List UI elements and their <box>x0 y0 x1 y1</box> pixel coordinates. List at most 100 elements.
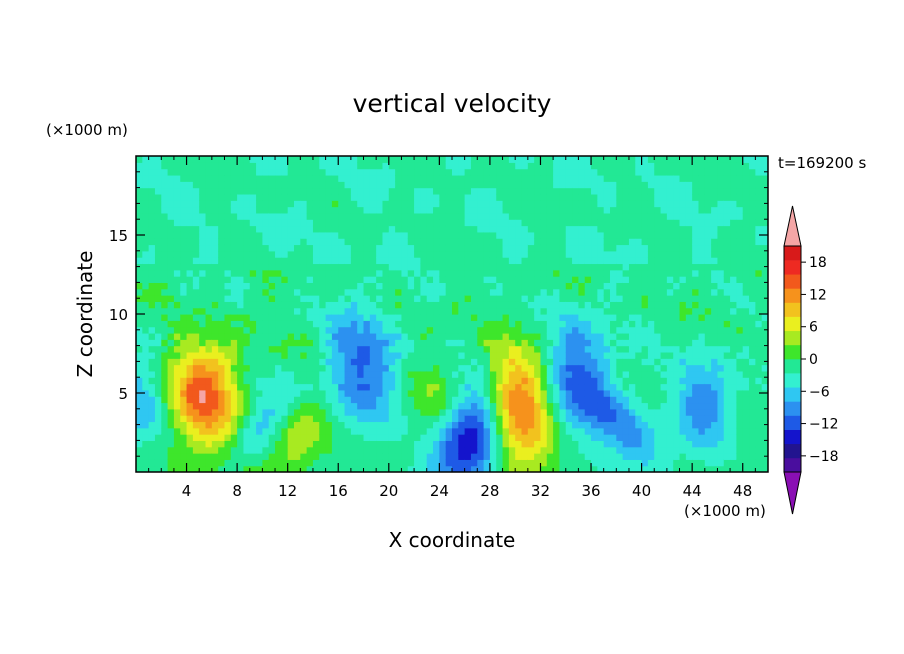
contour-cell <box>407 446 415 454</box>
contour-cell <box>186 370 194 378</box>
contour-cell <box>433 427 440 435</box>
contour-cell <box>610 339 617 347</box>
contour-cell <box>749 402 756 410</box>
contour-cell <box>534 295 542 302</box>
contour-cell <box>755 364 763 372</box>
contour-cell <box>692 339 700 347</box>
contour-cell <box>192 276 200 283</box>
contour-cell <box>647 339 655 347</box>
contour-cell <box>736 434 744 441</box>
contour-cell <box>540 358 548 366</box>
contour-cell <box>407 459 415 467</box>
contour-cell <box>211 288 219 296</box>
contour-cell <box>515 187 523 195</box>
contour-cell <box>502 288 510 296</box>
contour-cell <box>363 446 371 454</box>
contour-cell <box>199 434 207 441</box>
contour-cell <box>527 238 535 246</box>
contour-cell <box>508 288 516 296</box>
contour-cell <box>565 244 573 252</box>
contour-cell <box>521 345 529 353</box>
contour-cell <box>470 212 478 220</box>
contour-cell <box>382 358 390 366</box>
contour-cell <box>597 301 605 309</box>
contour-cell <box>180 320 188 328</box>
contour-cell <box>660 206 668 214</box>
contour-cell <box>268 389 276 397</box>
contour-cell <box>483 446 491 454</box>
contour-cell <box>306 212 314 220</box>
contour-cell <box>426 415 434 423</box>
contour-cell <box>641 269 649 277</box>
contour-cell <box>502 263 510 271</box>
contour-cell <box>154 244 162 252</box>
contour-cell <box>559 383 567 391</box>
contour-cell <box>325 389 333 397</box>
contour-cell <box>742 389 750 397</box>
contour-cell <box>142 440 150 448</box>
contour-cell <box>136 250 143 258</box>
contour-cell <box>635 408 643 416</box>
contour-cell <box>382 250 390 258</box>
contour-cell <box>281 440 289 448</box>
contour-cell <box>439 257 447 265</box>
contour-cell <box>407 383 415 391</box>
contour-cell <box>711 200 719 208</box>
contour-cell <box>243 389 251 397</box>
contour-cell <box>565 427 573 435</box>
contour-cell <box>755 465 763 472</box>
contour-cell <box>192 168 200 176</box>
contour-cell <box>553 162 561 170</box>
contour-cell <box>312 187 320 195</box>
contour-cell <box>167 162 175 170</box>
contour-cell <box>319 156 327 163</box>
contour-cell <box>167 263 175 271</box>
contour-cell <box>211 250 219 258</box>
contour-cell <box>477 276 485 283</box>
contour-cell <box>325 168 333 176</box>
contour-cell <box>591 212 598 220</box>
contour-cell <box>230 301 238 309</box>
contour-cell <box>616 326 624 334</box>
contour-cell <box>515 326 523 334</box>
contour-cell <box>730 421 737 429</box>
contour-cell <box>635 187 643 195</box>
contour-cell <box>749 238 756 246</box>
contour-cell <box>711 282 719 290</box>
contour-cell <box>256 383 263 391</box>
contour-cell <box>445 453 453 460</box>
contour-cell <box>173 200 181 208</box>
contour-cell <box>262 364 270 372</box>
contour-cell <box>654 320 662 328</box>
contour-cell <box>679 238 687 246</box>
contour-cell <box>717 307 725 315</box>
contour-cell <box>597 408 605 416</box>
contour-cell <box>628 168 636 176</box>
contour-cell <box>704 212 712 220</box>
contour-cell <box>249 339 257 347</box>
contour-cell <box>452 389 459 397</box>
contour-cell <box>148 358 156 366</box>
contour-cell <box>496 225 504 233</box>
contour-cell <box>641 459 649 467</box>
contour-cell <box>243 307 251 315</box>
contour-cell <box>761 351 768 359</box>
contour-cell <box>565 314 573 321</box>
contour-cell <box>749 174 756 182</box>
contour-cell <box>433 206 440 214</box>
contour-cell <box>521 193 529 201</box>
contour-cell <box>312 396 320 404</box>
contour-cell <box>464 307 472 315</box>
contour-cell <box>433 276 440 283</box>
contour-cell <box>395 402 403 410</box>
contour-cell <box>622 427 630 435</box>
contour-cell <box>237 370 245 378</box>
contour-cell <box>218 282 226 290</box>
contour-cell <box>249 421 257 429</box>
contour-cell <box>401 282 409 290</box>
contour-cell <box>331 459 339 467</box>
contour-cell <box>628 326 636 334</box>
contour-cell <box>294 459 301 467</box>
contour-cell <box>306 282 314 290</box>
contour-cell <box>559 174 567 182</box>
